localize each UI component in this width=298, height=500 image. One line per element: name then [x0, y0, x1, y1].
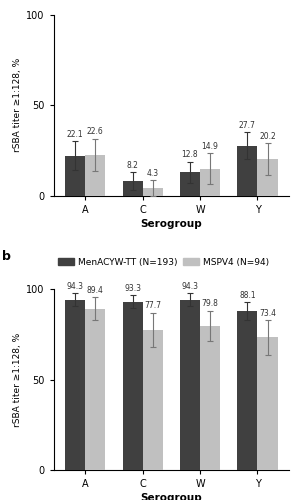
- Text: 27.7: 27.7: [239, 121, 256, 130]
- Text: 8.2: 8.2: [127, 160, 139, 170]
- Bar: [180, 300, 200, 470]
- Text: 94.3: 94.3: [67, 282, 84, 291]
- Y-axis label: rSBA titer ≥1:128, %: rSBA titer ≥1:128, %: [13, 58, 22, 152]
- Text: 88.1: 88.1: [239, 291, 256, 300]
- Bar: [65, 300, 85, 470]
- Text: 93.3: 93.3: [124, 284, 141, 292]
- Bar: [238, 146, 257, 196]
- Text: 14.9: 14.9: [202, 142, 218, 151]
- Bar: [257, 338, 277, 470]
- Text: 89.4: 89.4: [87, 286, 104, 294]
- Legend: MenACYW-TT (N=193), MSPV4 (N=94): MenACYW-TT (N=193), MSPV4 (N=94): [58, 258, 269, 267]
- Text: 79.8: 79.8: [202, 300, 218, 308]
- Text: 77.7: 77.7: [144, 302, 161, 310]
- Bar: [85, 155, 105, 196]
- X-axis label: Serogroup: Serogroup: [140, 219, 202, 229]
- Bar: [200, 326, 220, 470]
- Bar: [257, 159, 277, 196]
- Text: 4.3: 4.3: [147, 168, 159, 177]
- Text: b: b: [2, 250, 11, 262]
- Bar: [143, 188, 163, 196]
- Bar: [122, 302, 143, 470]
- Bar: [85, 308, 105, 470]
- Text: 94.3: 94.3: [181, 282, 198, 291]
- Text: 20.2: 20.2: [259, 132, 276, 140]
- X-axis label: Serogroup: Serogroup: [140, 493, 202, 500]
- Bar: [143, 330, 163, 470]
- Bar: [180, 172, 200, 196]
- Text: 12.8: 12.8: [182, 150, 198, 160]
- Bar: [238, 311, 257, 470]
- Text: 22.1: 22.1: [67, 130, 83, 139]
- Text: 22.6: 22.6: [87, 128, 104, 136]
- Y-axis label: rSBA titer ≥1:128, %: rSBA titer ≥1:128, %: [13, 332, 22, 427]
- Bar: [200, 168, 220, 196]
- Bar: [122, 180, 143, 196]
- Bar: [65, 156, 85, 196]
- Text: 73.4: 73.4: [259, 309, 276, 318]
